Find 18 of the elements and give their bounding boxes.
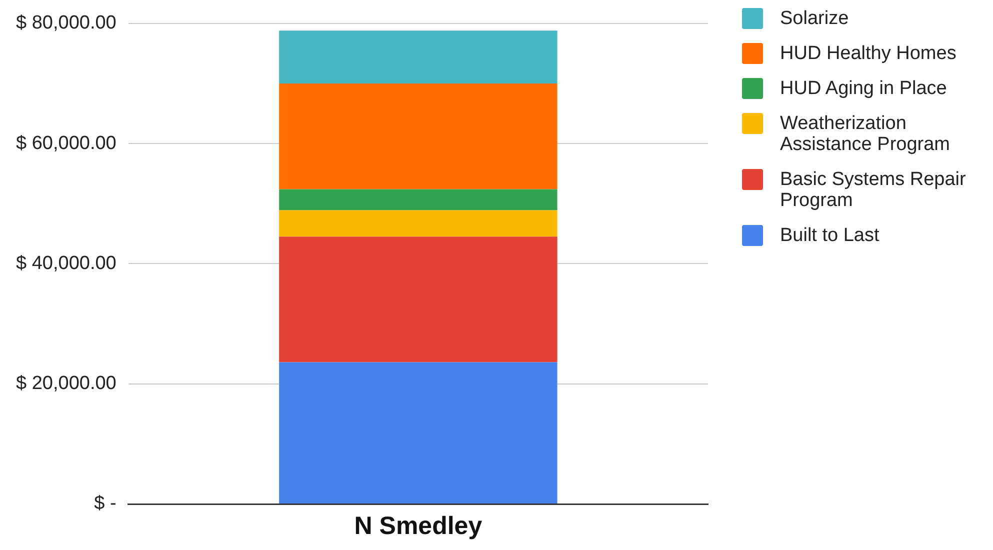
x-tick-label: N Smedley (354, 512, 482, 540)
bar (279, 83, 558, 190)
y-tick-label: $ 40,000.00 (16, 252, 116, 274)
bar (279, 210, 558, 237)
y-tick-label: $ 80,000.00 (16, 12, 116, 34)
y-tick-label: $ 20,000.00 (16, 373, 116, 394)
legend-label: HUD Healthy Homes (780, 43, 956, 64)
legend-label: Basic Systems Repair Program (780, 169, 967, 211)
y-tick-label: $ 60,000.00 (16, 132, 116, 154)
bar (279, 362, 558, 504)
bar (279, 189, 558, 210)
bar (279, 236, 558, 362)
legend-label: Built to Last (780, 225, 880, 246)
legend-label: Solarize (780, 8, 849, 29)
bar (279, 30, 558, 84)
legend-label: Weatherization Assistance Program (780, 113, 952, 155)
y-tick-label: $ - (94, 493, 116, 514)
legend-label: HUD Aging in Place (780, 78, 947, 99)
